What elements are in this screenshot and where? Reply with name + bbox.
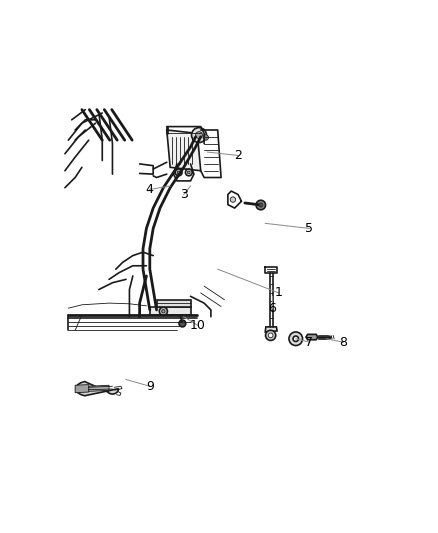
Text: 2: 2 [234,149,242,162]
Polygon shape [306,334,318,340]
Circle shape [191,127,206,142]
Text: 8: 8 [339,336,347,349]
Text: 5: 5 [305,222,313,235]
Text: 4: 4 [146,183,154,196]
Circle shape [196,132,202,139]
Circle shape [293,336,298,342]
Circle shape [256,200,265,210]
Polygon shape [150,307,191,315]
Circle shape [289,332,303,345]
Circle shape [265,330,276,341]
Text: 1: 1 [275,286,283,300]
Circle shape [203,135,208,140]
Circle shape [162,310,165,313]
Circle shape [230,197,236,203]
Text: 3: 3 [180,188,187,201]
Polygon shape [265,327,277,332]
Polygon shape [167,130,201,171]
Circle shape [177,171,180,174]
Circle shape [259,203,263,207]
Circle shape [175,169,182,176]
Polygon shape [156,301,191,306]
Polygon shape [75,385,88,393]
Text: 6: 6 [268,302,276,314]
Circle shape [268,333,273,338]
Text: 7: 7 [305,336,313,349]
Polygon shape [88,385,109,391]
Circle shape [179,320,186,327]
Polygon shape [76,382,119,396]
Text: 10: 10 [189,319,205,332]
Circle shape [185,169,192,176]
Circle shape [159,307,167,316]
Text: 9: 9 [146,380,154,393]
Circle shape [187,171,190,174]
